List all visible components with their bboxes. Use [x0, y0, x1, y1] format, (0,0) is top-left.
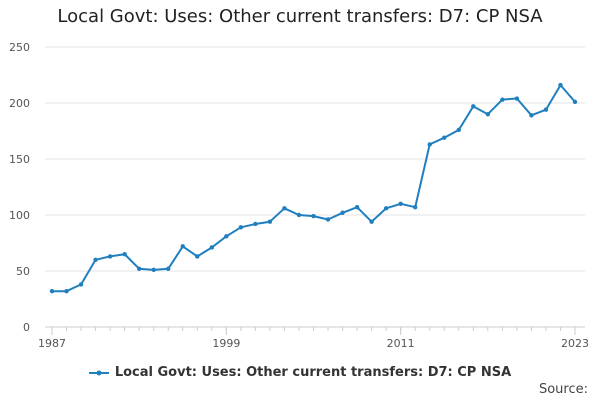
y-tick-label-200: 200 — [9, 97, 30, 110]
data-point-2019[interactable] — [514, 96, 520, 101]
data-point-2010[interactable] — [383, 206, 389, 211]
data-point-1991[interactable] — [107, 254, 113, 259]
tick-labels: 0 50 100 150 200 250 1987 1999 2011 2023 — [9, 41, 589, 350]
y-tick-label-100: 100 — [9, 209, 30, 222]
series-lines — [52, 84, 576, 293]
x-tick-label-2011: 2011 — [387, 337, 415, 350]
data-point-1992[interactable] — [122, 252, 127, 257]
data-point-2020[interactable] — [529, 113, 534, 118]
y-tick-label-50: 50 — [16, 265, 30, 278]
data-point-2022[interactable] — [558, 82, 563, 88]
data-point-2015[interactable] — [456, 127, 461, 133]
data-point-2011[interactable] — [398, 201, 403, 206]
y-tick-label-250: 250 — [9, 41, 30, 54]
source-label: Source: — [538, 382, 588, 397]
legend-label: Local Govt: Uses: Other current transfer… — [114, 365, 512, 380]
data-point-2007[interactable] — [340, 210, 345, 215]
grid-lines — [45, 46, 585, 272]
x-tick-label-1987: 1987 — [38, 337, 66, 350]
data-point-2012[interactable] — [412, 204, 418, 210]
data-point-2000[interactable] — [238, 225, 244, 230]
x-tick-label-2023: 2023 — [561, 337, 589, 350]
legend[interactable]: Local Govt: Uses: Other current transfer… — [0, 365, 600, 380]
data-point-1989[interactable] — [78, 282, 84, 287]
data-point-2004[interactable] — [296, 212, 302, 218]
x-tick-label-1999: 1999 — [212, 337, 240, 350]
data-point-1994[interactable] — [151, 267, 156, 273]
axes — [45, 326, 585, 335]
data-point-1988[interactable] — [64, 288, 69, 294]
data-point-1995[interactable] — [166, 266, 171, 271]
data-point-2018[interactable] — [500, 97, 505, 102]
data-point-1999[interactable] — [224, 234, 229, 239]
data-point-2002[interactable] — [267, 219, 273, 224]
legend-swatch-icon — [88, 370, 109, 375]
data-point-2003[interactable] — [282, 206, 287, 211]
y-tick-label-150: 150 — [9, 153, 30, 166]
data-point-2023[interactable] — [572, 99, 578, 105]
data-point-1997[interactable] — [195, 254, 200, 259]
y-tick-label-0: 0 — [23, 321, 30, 334]
data-point-2006[interactable] — [325, 217, 331, 222]
data-point-2005[interactable] — [311, 213, 316, 219]
data-point-2021[interactable] — [543, 107, 549, 112]
data-point-1993[interactable] — [136, 266, 142, 271]
series-line-0 — [52, 84, 576, 293]
data-point-2014[interactable] — [442, 135, 447, 140]
data-point-2016[interactable] — [471, 104, 476, 109]
data-points — [49, 82, 578, 294]
data-point-2017[interactable] — [485, 112, 491, 117]
data-point-1990[interactable] — [93, 257, 98, 262]
chart-title: Local Govt: Uses: Other current transfer… — [57, 6, 543, 27]
data-point-2001[interactable] — [253, 221, 258, 227]
data-point-2013[interactable] — [427, 142, 432, 147]
data-point-1998[interactable] — [209, 245, 215, 250]
data-point-2008[interactable] — [354, 204, 360, 210]
data-point-1987[interactable] — [49, 288, 55, 294]
data-point-2009[interactable] — [369, 219, 374, 224]
data-point-1996[interactable] — [180, 244, 185, 249]
